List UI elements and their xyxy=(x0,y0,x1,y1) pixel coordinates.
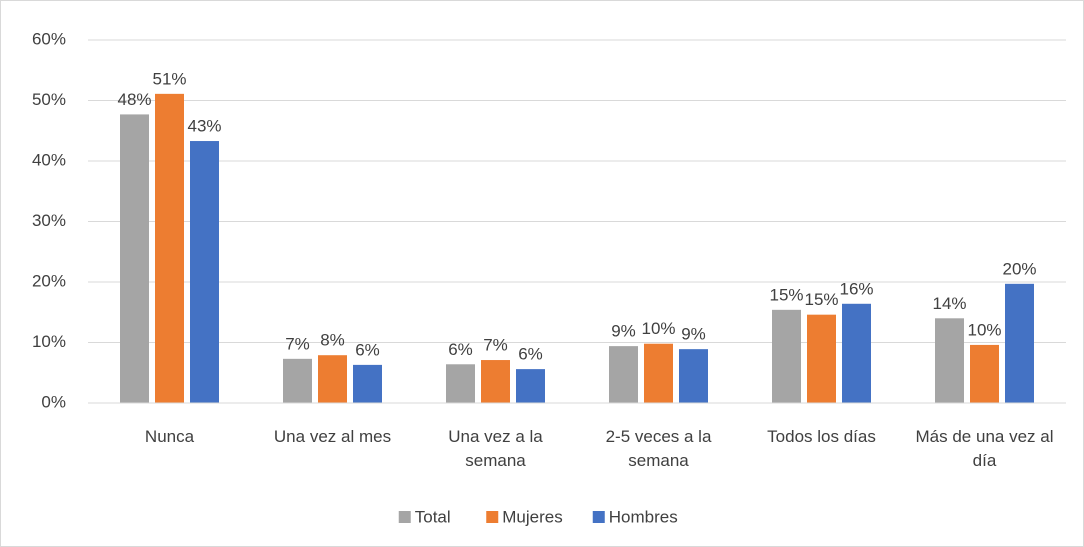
bar xyxy=(842,303,871,403)
bar xyxy=(807,314,836,403)
bar xyxy=(970,344,999,403)
y-tick-label: 20% xyxy=(32,271,66,290)
y-tick-label: 50% xyxy=(32,90,66,109)
y-tick-label: 10% xyxy=(32,332,66,351)
data-label: 14% xyxy=(932,294,966,313)
data-label: 9% xyxy=(681,325,706,344)
bar xyxy=(353,364,382,403)
bar xyxy=(120,114,149,403)
legend-label: Total xyxy=(415,507,451,526)
bar xyxy=(155,93,184,403)
bar xyxy=(609,346,638,403)
data-label: 51% xyxy=(152,69,186,88)
data-label: 6% xyxy=(518,345,543,364)
bar xyxy=(644,343,673,403)
legend-label: Hombres xyxy=(609,507,678,526)
data-label: 6% xyxy=(355,340,380,359)
bar xyxy=(772,309,801,403)
y-tick-label: 30% xyxy=(32,211,66,230)
data-label: 20% xyxy=(1002,259,1036,278)
x-tick-label: Todos los días xyxy=(767,427,876,446)
x-tick-label: Una vez al mes xyxy=(273,427,392,446)
x-tick-label: Una vez a la semana xyxy=(448,427,543,470)
bar xyxy=(318,355,347,403)
data-label: 8% xyxy=(320,331,345,350)
legend-swatch xyxy=(486,511,499,523)
legend-swatch xyxy=(398,511,411,523)
data-label: 10% xyxy=(641,319,675,338)
x-tick-label: Más de una vez al día xyxy=(915,427,1054,470)
bar xyxy=(446,364,475,403)
legend-label: Mujeres xyxy=(502,507,562,526)
bar xyxy=(190,141,219,403)
x-tick-label: 2-5 veces a la semana xyxy=(605,427,712,470)
data-label: 15% xyxy=(769,285,803,304)
x-tick-label: Nunca xyxy=(144,427,195,446)
data-label: 7% xyxy=(285,334,310,353)
data-label: 43% xyxy=(187,117,221,136)
y-tick-label: 40% xyxy=(32,150,66,169)
bar xyxy=(935,318,964,403)
y-tick-label: 0% xyxy=(41,392,66,411)
data-label: 7% xyxy=(483,336,508,355)
data-label: 10% xyxy=(967,320,1001,339)
data-label: 9% xyxy=(611,322,636,341)
legend-swatch xyxy=(592,511,605,523)
data-label: 6% xyxy=(448,340,473,359)
data-label: 48% xyxy=(117,90,151,109)
bar xyxy=(679,349,708,403)
bar xyxy=(1005,283,1034,403)
data-label: 15% xyxy=(804,290,838,309)
bar xyxy=(283,358,312,403)
y-tick-label: 60% xyxy=(32,29,66,48)
data-label: 16% xyxy=(839,279,873,298)
bar xyxy=(481,360,510,403)
bar xyxy=(516,369,545,403)
